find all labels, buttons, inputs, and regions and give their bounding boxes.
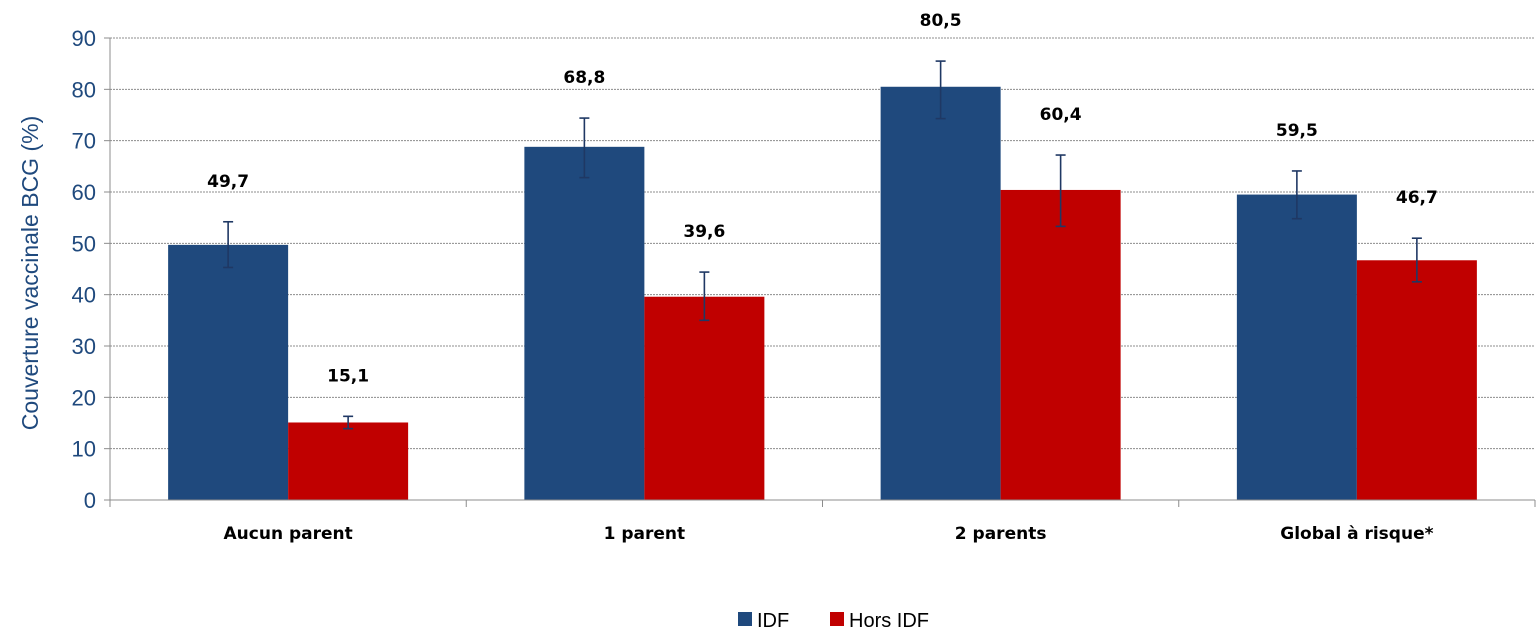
y-tick-label: 60 xyxy=(72,180,96,205)
x-tick-label: 1 parent xyxy=(604,524,686,544)
data-label: 60,4 xyxy=(1040,105,1082,125)
legend-label: Hors IDF xyxy=(849,610,929,632)
y-tick-label: 90 xyxy=(72,26,96,51)
bar-hors-idf xyxy=(1356,260,1477,500)
data-label: 49,7 xyxy=(207,172,249,192)
bar-idf xyxy=(524,146,645,500)
y-tick-label: 50 xyxy=(72,231,96,256)
y-tick-label: 10 xyxy=(72,437,96,462)
data-label: 39,6 xyxy=(683,222,725,242)
y-tick-label: 80 xyxy=(72,77,96,102)
legend: IDF Hors IDF xyxy=(738,610,929,632)
bar-hors-idf xyxy=(288,422,409,500)
y-tick-label: 20 xyxy=(72,385,96,410)
data-label: 80,5 xyxy=(920,11,962,31)
x-axis: Aucun parent 1 parent 2 parents Global à ri… xyxy=(109,499,1536,544)
data-label: 46,7 xyxy=(1396,188,1438,208)
x-tick-label: 2 parents xyxy=(955,524,1047,544)
legend-label: IDF xyxy=(757,610,789,632)
gridlines xyxy=(110,37,1535,450)
x-tick-label: Aucun parent xyxy=(224,524,353,544)
y-tick-label: 70 xyxy=(72,129,96,154)
y-tick-label: 30 xyxy=(72,334,96,359)
bar-idf xyxy=(880,86,1001,501)
data-label: 15,1 xyxy=(327,366,369,386)
bar-idf xyxy=(168,244,289,500)
bar-hors-idf xyxy=(644,296,765,500)
bar-hors-idf xyxy=(1000,189,1121,501)
legend-swatch xyxy=(830,612,844,626)
legend-swatch xyxy=(738,612,752,626)
y-axis-label: Couverture vaccinale BCG (%) xyxy=(17,116,43,430)
y-tick-label: 40 xyxy=(72,283,96,308)
data-label: 59,5 xyxy=(1276,121,1318,141)
error-bars xyxy=(223,60,1422,430)
y-axis: 0 10 20 30 40 50 60 70 80 90 xyxy=(72,26,111,513)
bars xyxy=(168,86,1477,501)
y-tick-label: 0 xyxy=(84,488,96,513)
bar-idf xyxy=(1236,194,1357,501)
data-labels: 49,7 15,1 68,8 39,6 80,5 60,4 59,5 46,7 xyxy=(207,11,1438,386)
x-tick-label: Global à risque* xyxy=(1280,524,1433,544)
data-label: 68,8 xyxy=(563,68,605,88)
